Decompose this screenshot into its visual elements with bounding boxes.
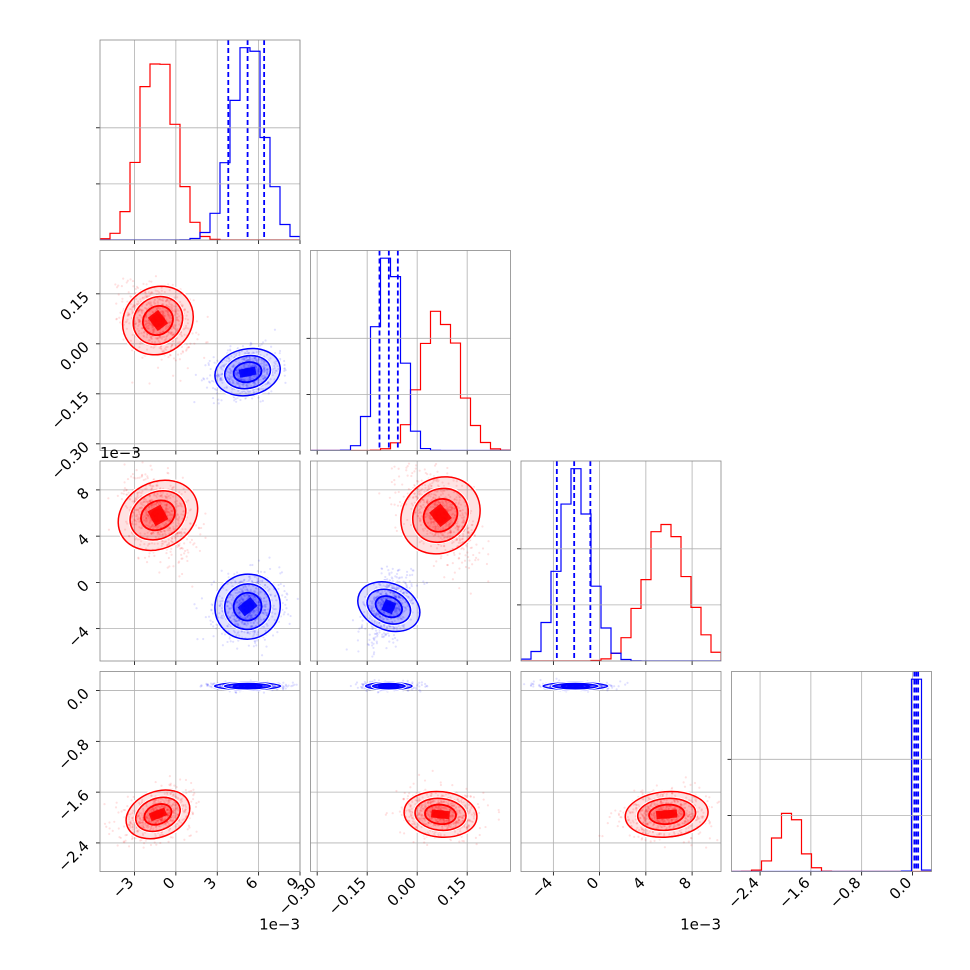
x-tick-label: −0.30: [275, 874, 320, 919]
y-tick-label: 0: [73, 576, 92, 595]
panel-p4-vs-p4: [727, 671, 932, 876]
x-tick-label: −2.4: [724, 874, 762, 912]
y-offset-label: 1e−3: [100, 444, 141, 462]
y-tick-label: 4: [73, 530, 92, 549]
density-series-red: [402, 789, 479, 840]
panel-frame: [310, 250, 511, 451]
histogram-series-blue: [310, 257, 511, 451]
density-series-red: [398, 474, 483, 556]
x-tick-label: −0.15: [325, 874, 370, 919]
y-tick-label: −0.15: [48, 388, 93, 433]
x-tick-label: 0.0: [886, 874, 916, 904]
y-tick-label: 0.0: [63, 685, 93, 715]
density-series-red: [623, 789, 710, 840]
x-tick-label: 0.15: [434, 874, 470, 910]
panel-p4-vs-p1: [96, 671, 301, 876]
y-tick-label: 0.15: [56, 288, 92, 324]
panel-frame: [99, 39, 301, 241]
y-tick-label: −2.4: [54, 837, 92, 875]
panel-p2-vs-p1: [96, 250, 301, 455]
panel-frame: [520, 460, 722, 662]
panel-p3-vs-p1: [96, 460, 301, 665]
histogram-series-blue: [100, 47, 300, 240]
density-series-red: [124, 788, 192, 841]
x-tick-label: 4: [629, 874, 648, 893]
x-tick-label: −0.8: [826, 874, 864, 912]
density-series-blue: [212, 680, 283, 692]
x-offset-label: 1e−3: [259, 916, 300, 934]
panel-frame: [99, 250, 301, 451]
x-tick-label: 6: [242, 874, 261, 893]
y-tick-label: −0.8: [54, 735, 92, 773]
panel-p4-vs-p3: [520, 671, 722, 876]
density-series-blue: [363, 680, 414, 692]
x-tick-label: 3: [201, 874, 220, 893]
x-tick-label: 0: [583, 874, 602, 893]
x-tick-label: −1.6: [775, 874, 813, 912]
density-series-blue: [212, 572, 283, 642]
panel-p1-vs-p1: [96, 39, 301, 244]
panel-frame: [310, 460, 511, 662]
density-series-blue: [541, 680, 610, 692]
x-tick-label: 0: [159, 874, 178, 893]
histogram-series-blue: [731, 678, 932, 872]
y-tick-label: −0.30: [48, 438, 93, 483]
x-tick-label: −3: [109, 874, 137, 902]
panel-p3-vs-p2: [310, 460, 511, 665]
y-tick-label: −1.6: [54, 786, 92, 824]
x-tick-label: 0.00: [384, 874, 420, 910]
density-series-blue: [355, 579, 422, 634]
panel-frame: [310, 671, 511, 872]
y-tick-label: −4: [64, 623, 92, 651]
histogram-series-red: [731, 812, 932, 872]
x-tick-label: −4: [528, 874, 556, 902]
panel-frame: [520, 671, 722, 872]
density-series-red: [116, 478, 200, 553]
panel-p3-vs-p3: [517, 460, 722, 665]
panel-frame: [99, 671, 301, 872]
density-series-blue: [213, 346, 283, 398]
x-tick-label: 8: [675, 874, 694, 893]
x-offset-label: 1e−3: [680, 916, 721, 934]
y-tick-label: 0.00: [56, 338, 92, 374]
histogram-series-blue: [521, 468, 721, 661]
panel-p2-vs-p2: [306, 250, 511, 455]
y-tick-label: 8: [73, 484, 92, 503]
panel-frame: [731, 671, 932, 872]
panel-p4-vs-p2: [310, 671, 511, 876]
histogram-series-red: [100, 63, 300, 240]
density-series-red: [120, 284, 196, 357]
panel-frame: [99, 460, 301, 662]
